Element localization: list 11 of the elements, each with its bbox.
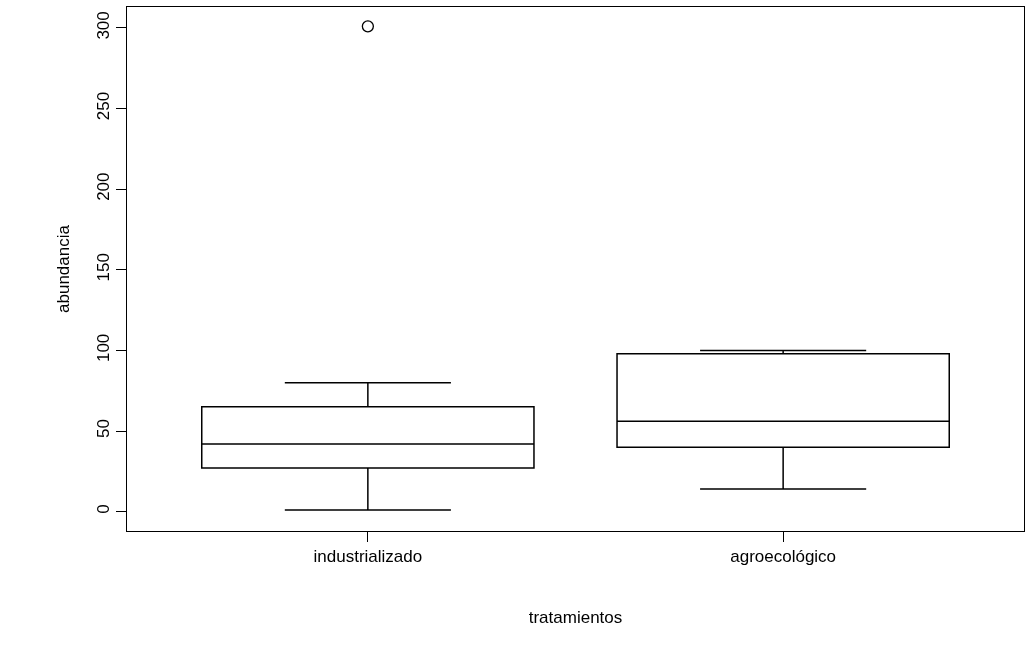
y-tick-label: 0 xyxy=(94,504,114,514)
y-axis-title: abundancia xyxy=(53,224,73,313)
y-tick-label: 100 xyxy=(94,333,114,363)
y-tick-label: 150 xyxy=(94,253,114,282)
y-tick-label: 50 xyxy=(94,419,114,438)
x-tick-label: industrializado xyxy=(313,547,423,567)
y-tick-label: 300 xyxy=(94,11,114,40)
x-axis-title: tratamientos xyxy=(528,607,623,627)
y-tick-label: 200 xyxy=(94,172,114,201)
x-tick-label: agroecológico xyxy=(730,547,837,567)
y-tick-label: 250 xyxy=(94,91,114,121)
